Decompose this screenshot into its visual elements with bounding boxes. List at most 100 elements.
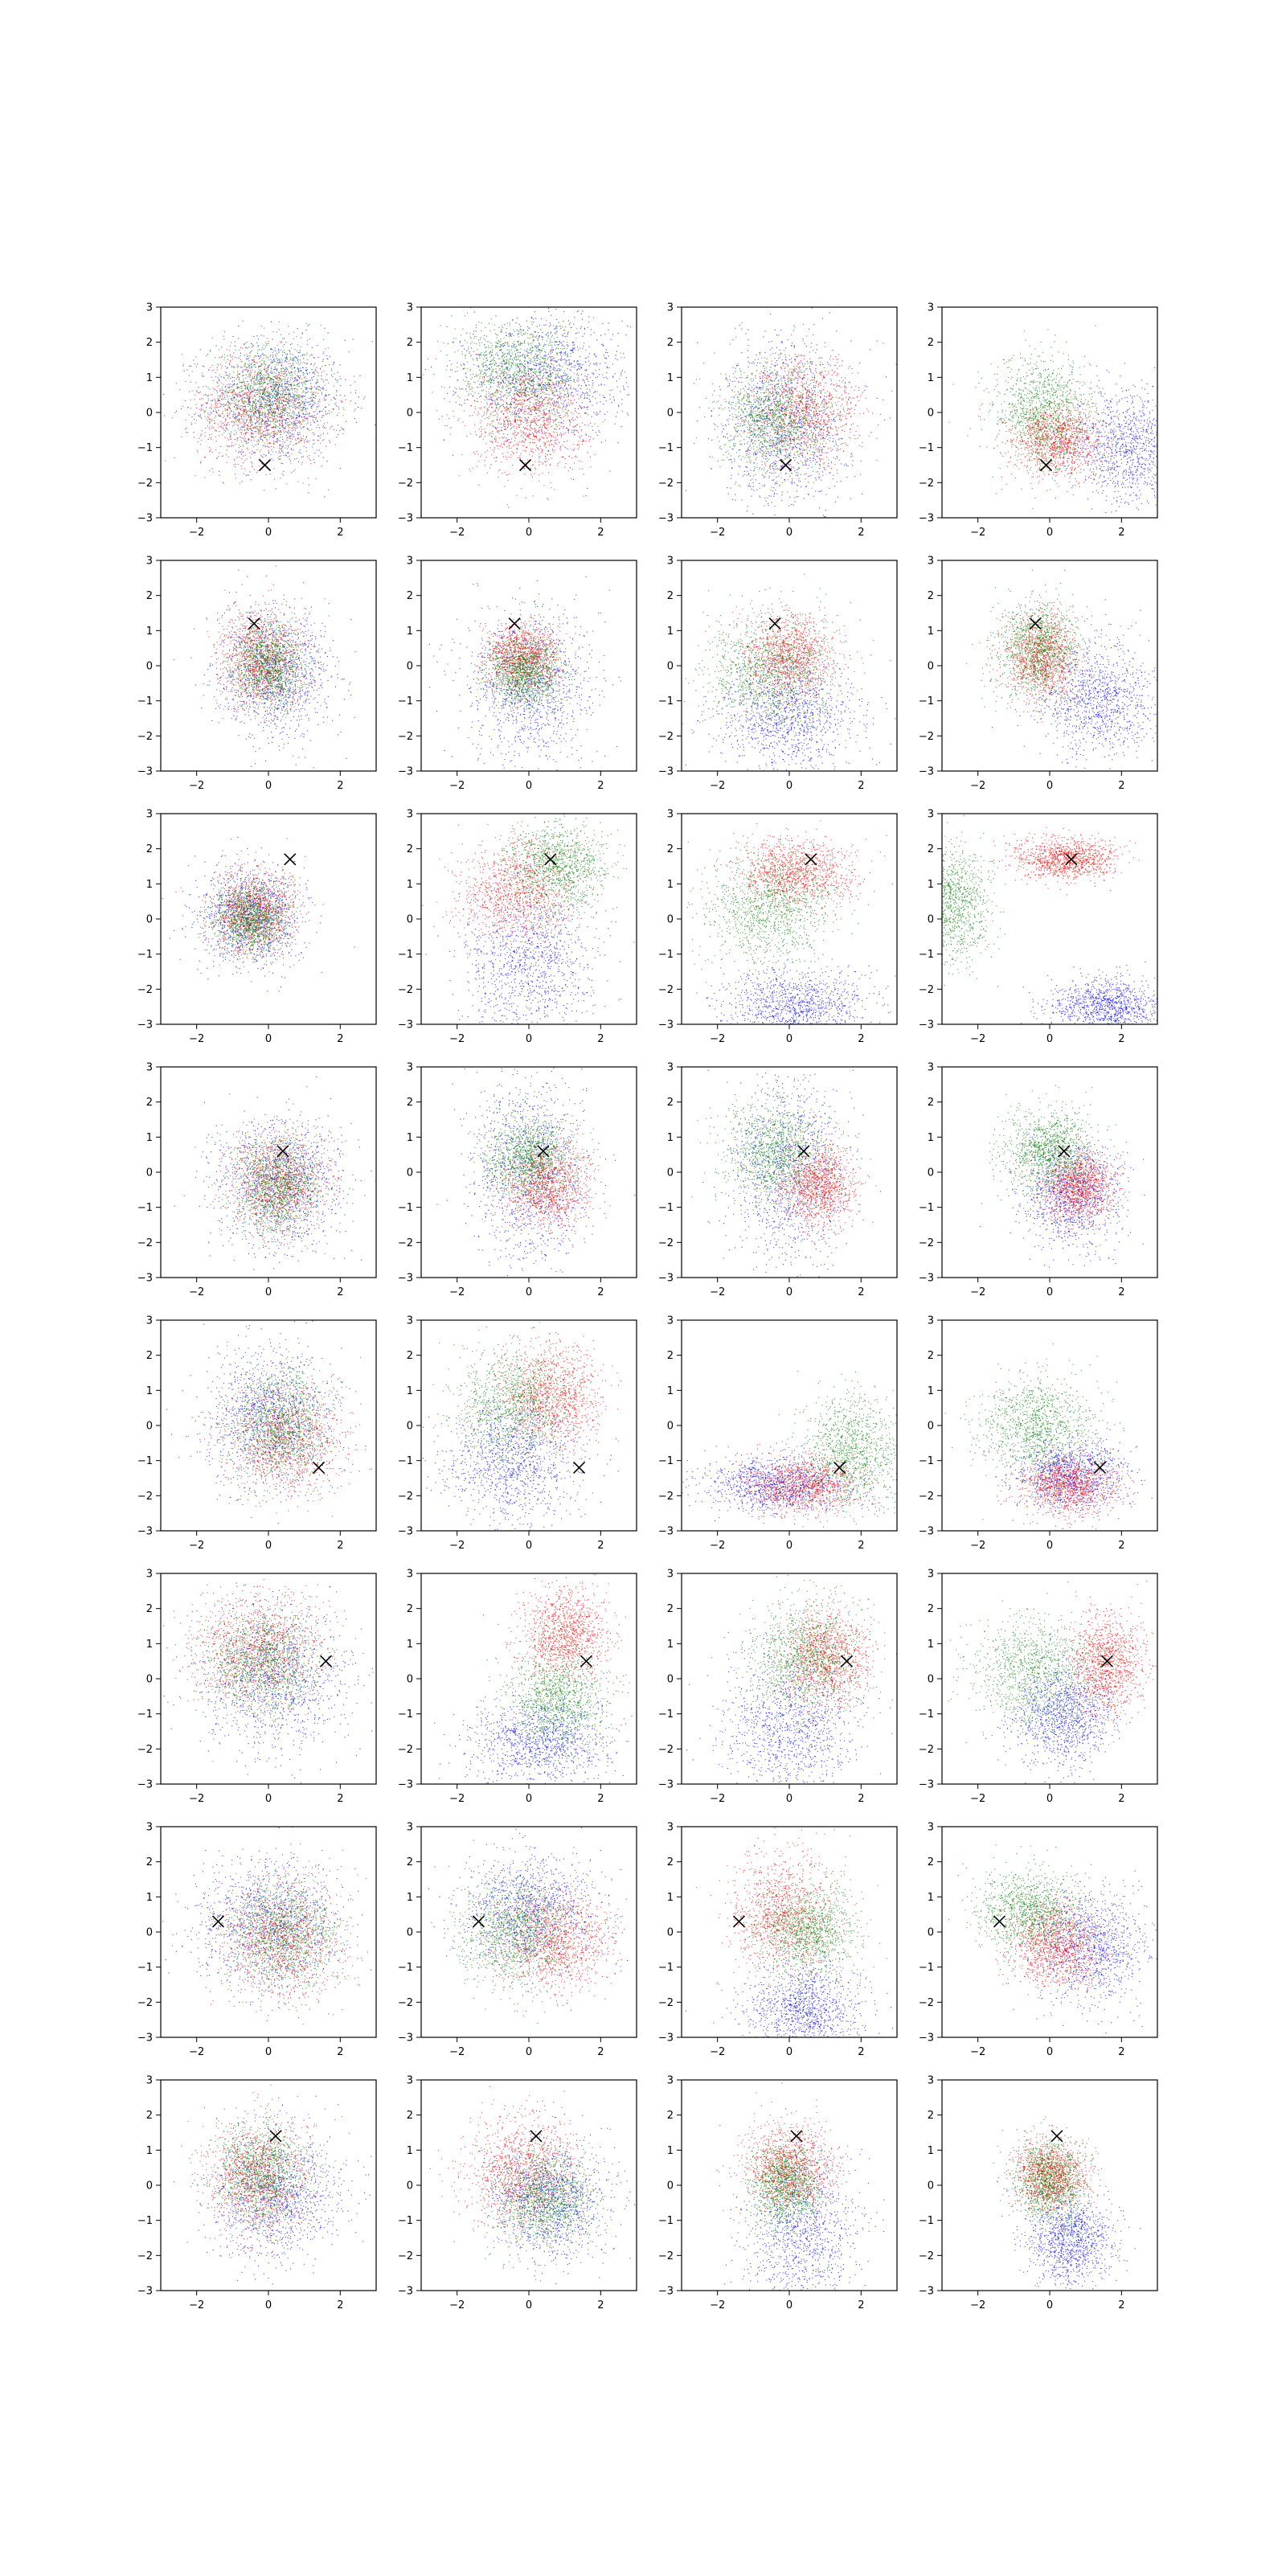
scatter-point xyxy=(259,381,260,382)
scatter-point xyxy=(244,416,245,417)
scatter-point xyxy=(273,403,274,404)
scatter-point xyxy=(305,392,306,393)
scatter-point xyxy=(276,432,277,433)
scatter-point xyxy=(240,452,241,453)
scatter-point xyxy=(320,390,321,391)
scatter-point xyxy=(295,406,296,407)
scatter-point xyxy=(493,349,494,350)
scatter-point xyxy=(525,440,526,441)
scatter-point xyxy=(568,402,569,403)
scatter-point xyxy=(262,407,263,408)
scatter-point xyxy=(267,416,268,417)
scatter-point xyxy=(561,396,562,397)
scatter-point xyxy=(241,442,242,443)
scatter-point xyxy=(314,415,315,416)
scatter-point xyxy=(282,411,283,412)
scatter-point xyxy=(546,458,547,459)
scatter-point xyxy=(578,377,579,378)
scatter-point xyxy=(209,427,210,428)
scatter-point xyxy=(531,409,532,410)
scatter-point xyxy=(579,365,580,366)
scatter-point xyxy=(615,424,616,425)
scatter-point xyxy=(322,440,323,441)
scatter-point xyxy=(205,428,206,429)
scatter-point xyxy=(203,366,204,367)
scatter-point xyxy=(450,433,451,434)
scatter-point xyxy=(223,336,224,337)
scatter-point xyxy=(232,414,233,415)
scatter-point xyxy=(285,388,286,389)
scatter-point xyxy=(350,400,351,401)
scatter-point xyxy=(589,365,590,366)
scatter-point xyxy=(215,411,216,412)
scatter-point xyxy=(547,428,548,429)
scatter-point xyxy=(553,405,554,406)
scatter-point xyxy=(228,384,229,385)
scatter-point xyxy=(604,357,605,358)
scatter-point xyxy=(519,441,520,442)
scatter-point xyxy=(256,390,257,391)
scatter-point xyxy=(279,448,280,449)
scatter-point xyxy=(535,412,536,413)
scatter-point xyxy=(248,422,249,423)
scatter-point xyxy=(200,461,201,462)
scatter-point xyxy=(279,416,280,417)
scatter-point xyxy=(542,332,543,333)
scatter-point xyxy=(260,381,261,382)
scatter-point xyxy=(283,452,284,453)
scatter-point xyxy=(269,409,270,410)
scatter-point xyxy=(527,375,528,376)
scatter-point xyxy=(282,406,283,407)
scatter-point xyxy=(269,434,270,435)
scatter-point xyxy=(221,357,222,358)
scatter-point xyxy=(249,471,250,472)
scatter-point xyxy=(615,358,616,359)
scatter-point xyxy=(254,380,255,381)
scatter-point xyxy=(245,414,246,415)
scatter-point xyxy=(467,399,468,400)
scatter-point xyxy=(293,385,294,386)
scatter-point xyxy=(548,364,549,365)
scatter-point xyxy=(565,409,566,410)
scatter-point xyxy=(299,420,300,421)
scatter-point xyxy=(209,437,210,438)
scatter-point xyxy=(251,415,252,416)
scatter-point xyxy=(288,384,289,385)
scatter-point xyxy=(219,388,220,389)
scatter-point xyxy=(305,399,306,400)
scatter-point xyxy=(558,386,559,387)
scatter-point xyxy=(240,410,241,411)
scatter-point xyxy=(620,375,621,376)
scatter-point xyxy=(268,450,269,451)
scatter-point xyxy=(283,471,284,472)
scatter-point xyxy=(310,463,311,464)
scatter-point xyxy=(259,366,260,367)
scatter-point xyxy=(209,470,210,471)
scatter-point xyxy=(564,391,565,392)
scatter-point xyxy=(510,454,511,455)
scatter-point xyxy=(534,416,535,417)
scatter-point xyxy=(542,427,543,428)
scatter-point xyxy=(224,424,225,425)
scatter-point xyxy=(506,459,507,460)
scatter-point xyxy=(215,402,216,403)
scatter-point xyxy=(548,383,549,384)
scatter-point xyxy=(321,435,322,436)
scatter-point xyxy=(563,433,564,434)
scatter-point xyxy=(281,390,282,391)
scatter-point xyxy=(593,438,594,439)
scatter-point xyxy=(233,411,234,412)
scatter-point xyxy=(247,354,248,355)
scatter-point xyxy=(550,440,551,441)
scatter-point xyxy=(208,370,209,371)
scatter-point xyxy=(318,456,319,457)
scatter-point xyxy=(278,363,279,364)
scatter-point xyxy=(278,409,279,410)
scatter-point xyxy=(563,346,564,347)
scatter-point xyxy=(298,402,299,403)
scatter-point xyxy=(248,370,249,371)
scatter-point xyxy=(260,433,261,434)
scatter-point xyxy=(559,370,560,371)
scatter-point xyxy=(242,382,243,383)
scatter-point xyxy=(241,383,242,384)
